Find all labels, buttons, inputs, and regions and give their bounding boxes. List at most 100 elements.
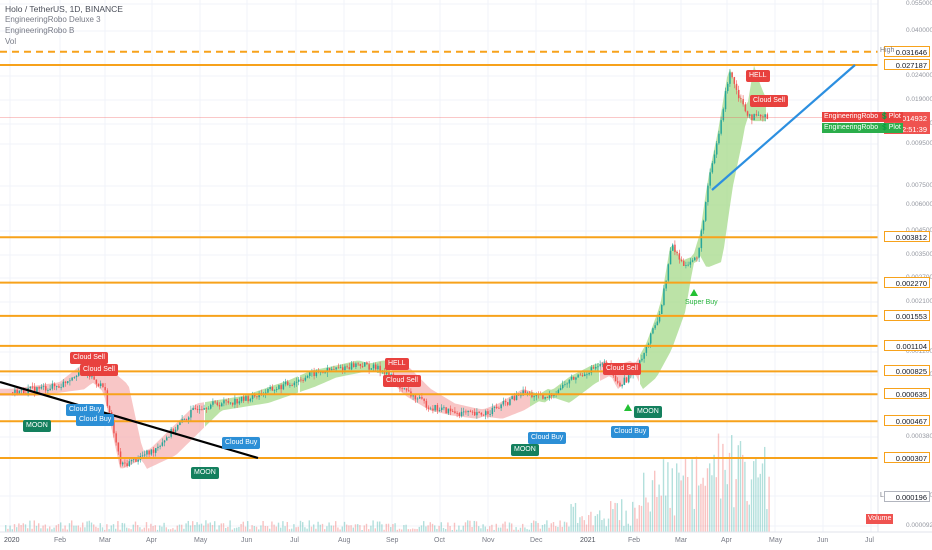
level-price-label: 0.000307 [884, 452, 930, 463]
volume-bar [456, 529, 458, 532]
volume-bar [728, 452, 731, 532]
candle-body [507, 402, 509, 405]
volume-bar [434, 525, 436, 532]
volume-bar [612, 509, 614, 532]
candle-body [520, 395, 522, 397]
volume-bar [592, 525, 594, 532]
candle-body [232, 402, 234, 405]
candle-body [438, 410, 441, 411]
volume-bar [365, 523, 368, 532]
x-tick-label: 2021 [580, 537, 596, 544]
signal-red-label: HELL [385, 358, 409, 370]
volume-bar [618, 520, 621, 532]
volume-bar [385, 523, 387, 532]
candle-body [328, 367, 331, 371]
volume-bar [590, 511, 592, 532]
candle-body [40, 386, 43, 389]
volume-bar [346, 524, 348, 532]
candle-body [240, 396, 243, 402]
signal-teal-label: MOON [634, 406, 662, 418]
candle-body [524, 390, 527, 394]
candle-body [194, 408, 197, 409]
volume-bar [700, 483, 702, 532]
candle-body [298, 379, 300, 382]
volume-bar [326, 526, 328, 532]
signal-red-label: Cloud Sell [70, 352, 108, 364]
signal-txt-label: Super Buy [685, 299, 718, 306]
volume-bar [71, 520, 73, 532]
volume-bar [497, 527, 500, 532]
volume-bar [115, 528, 117, 532]
symbol-title: Holo / TetherUS, 1D, BINANCE [5, 4, 123, 14]
volume-bar [134, 521, 137, 532]
candle-body [104, 387, 106, 391]
volume-bar [519, 527, 522, 532]
volume-bar [396, 529, 398, 532]
level-price-label: 0.001104 [884, 339, 930, 351]
volume-bar [713, 454, 715, 532]
candle-body [91, 376, 93, 378]
volume-bar [194, 525, 196, 532]
volume-bar [308, 520, 310, 532]
candle-body [489, 414, 491, 415]
candle-body [680, 259, 683, 262]
candle-body [366, 362, 368, 365]
volume-bar [460, 529, 462, 532]
signal-red-label: Cloud Sell [750, 95, 788, 107]
indicator-vol-label[interactable]: Vol [5, 37, 17, 46]
volume-bar [5, 525, 7, 532]
volume-bar [16, 527, 18, 532]
candle-body [416, 398, 419, 400]
candle-body [315, 370, 318, 377]
volume-bar [275, 526, 277, 532]
candle-body [152, 449, 155, 453]
volume-bar [392, 524, 394, 532]
candle-body [245, 396, 247, 401]
volume-bar [341, 526, 343, 532]
indicator-b-label[interactable]: EngineeringRobo B [5, 26, 75, 35]
volume-bar [759, 473, 761, 532]
volume-bar [372, 520, 374, 532]
candle-body [588, 372, 590, 375]
volume-bar [55, 525, 57, 532]
volume-bar [654, 470, 656, 532]
candle-body [597, 366, 599, 368]
super-buy-triangle [690, 289, 698, 296]
volume-bar [324, 529, 326, 532]
candle-body [150, 449, 153, 455]
x-tick-label: Mar [99, 537, 112, 544]
candle-body [434, 405, 436, 411]
candle-body [617, 381, 619, 383]
volume-bar [163, 522, 165, 532]
volume-bar [431, 523, 434, 532]
candle-body [669, 250, 672, 265]
volume-bar [247, 521, 249, 532]
candle-body [280, 385, 282, 390]
plot-label-buy: EngineeringRobo 💲Plot [822, 122, 903, 133]
candle-body [529, 392, 531, 394]
volume-bar [95, 526, 97, 532]
candle-body [570, 376, 573, 380]
candle-body [183, 419, 186, 420]
level-price-label: 0.000635 [884, 388, 930, 400]
candle-body [709, 172, 711, 186]
volume-bar [511, 523, 513, 532]
candle-body [687, 264, 689, 266]
volume-bar [141, 529, 143, 532]
candle-body [586, 374, 588, 376]
candle-body [696, 257, 698, 259]
volume-bar [64, 525, 66, 532]
volume-bar [167, 529, 170, 532]
candle-body [685, 265, 687, 266]
indicator-deluxe-label[interactable]: EngineeringRobo Deluxe 3 [5, 15, 101, 24]
volume-bar [154, 525, 156, 532]
volume-bar [636, 518, 638, 532]
candle-body [511, 396, 513, 400]
volume-bar [266, 526, 269, 532]
candle-body [432, 408, 434, 411]
candle-body [342, 367, 344, 371]
candle-body [115, 433, 117, 443]
volume-bar [40, 528, 42, 532]
candle-body [672, 244, 674, 251]
